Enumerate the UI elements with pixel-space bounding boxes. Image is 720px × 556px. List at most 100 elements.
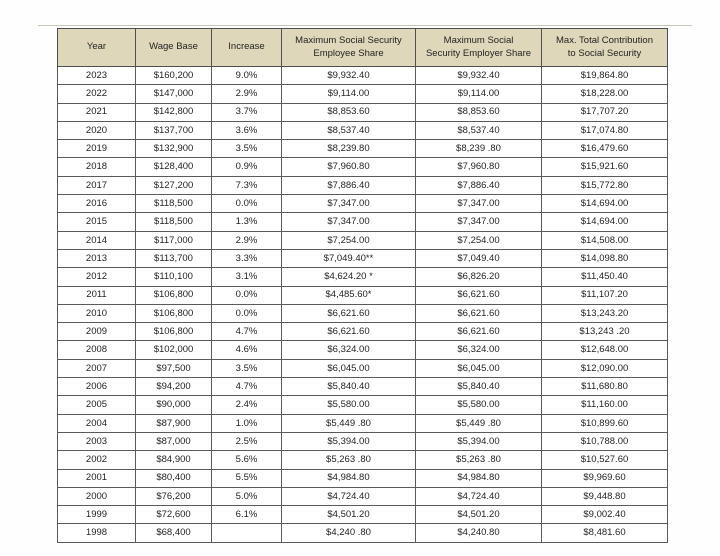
table-row: 2006 $94,200 4.7% $5,840.40 $5,840.40 $11,680… — [57, 377, 668, 397]
cell-max-employee-share: $6,621.60 — [281, 303, 416, 324]
cell-max-total-contribution: $15,921.60 — [541, 157, 668, 177]
cell-max-employer-share: $7,254.00 — [415, 230, 542, 250]
cell-year: 2001 — [57, 468, 136, 488]
cell-max-employer-share: $7,347.00 — [415, 194, 542, 214]
table-row: 2008 $102,000 4.6% $6,324.00 $6,324.00 $12,64… — [57, 340, 668, 360]
cell-increase: 1.3% — [211, 212, 282, 232]
table-row: 2017 $127,200 7.3% $7,886.40 $7,886.40 $15,77… — [57, 175, 668, 196]
cell-year: 2011 — [57, 285, 136, 305]
table-container: Year Wage Base Increase Maximum Social S… — [57, 28, 668, 543]
cell-wage-base: $118,500 — [135, 194, 212, 214]
column-header-max-total-contribution: Max. Total Contribution to Social Securi… — [541, 28, 668, 67]
cell-max-employee-share: $4,240 .80 — [281, 523, 416, 543]
table-row: 2005 $90,000 2.4% $5,580.00 $5,580.00 $11,160… — [57, 395, 668, 415]
cell-wage-base: $97,500 — [135, 358, 212, 379]
top-hairline — [38, 25, 692, 26]
cell-increase: 3.7% — [211, 102, 282, 122]
cell-max-total-contribution: $11,160.00 — [541, 395, 668, 415]
cell-increase: 0.0% — [211, 285, 282, 305]
cell-max-employee-share: $6,621.60 — [281, 322, 416, 342]
cell-max-total-contribution: $8,481.60 — [541, 523, 668, 543]
cell-year: 2019 — [57, 139, 136, 159]
cell-wage-base: $84,900 — [135, 450, 212, 470]
column-header-max-employer-share: Maximum Social Security Employer Share — [415, 28, 542, 67]
table-row: 2002 $84,900 5.6% $5,263 .80 $5,263 .80 $10,5… — [57, 450, 668, 470]
cell-max-total-contribution: $14,098.80 — [541, 248, 668, 269]
cell-year: 2002 — [57, 450, 136, 470]
cell-year: 2022 — [57, 84, 136, 104]
cell-year: 2014 — [57, 230, 136, 250]
cell-max-employer-share: $6,324.00 — [415, 340, 542, 360]
cell-year: 2013 — [57, 248, 136, 269]
cell-max-employee-share: $4,624.20 * — [281, 267, 416, 287]
cell-max-employer-share: $5,449 .80 — [415, 413, 542, 433]
cell-increase: 2.9% — [211, 84, 282, 104]
cell-max-employee-share: $8,239.80 — [281, 139, 416, 159]
cell-year: 2017 — [57, 175, 136, 196]
cell-year: 1999 — [57, 505, 136, 525]
cell-wage-base: $106,800 — [135, 322, 212, 342]
cell-max-employee-share: $7,960.80 — [281, 157, 416, 177]
cell-increase: 0.9% — [211, 157, 282, 177]
cell-max-employer-share: $4,984.80 — [415, 468, 542, 488]
cell-max-employer-share: $5,394.00 — [415, 431, 542, 452]
cell-increase: 0.0% — [211, 303, 282, 324]
cell-max-employer-share: $7,886.40 — [415, 175, 542, 196]
cell-max-total-contribution: $10,788.00 — [541, 431, 668, 452]
cell-max-total-contribution: $18,228.00 — [541, 84, 668, 104]
cell-max-employee-share: $5,840.40 — [281, 377, 416, 397]
cell-max-total-contribution: $10,527.60 — [541, 450, 668, 470]
cell-max-total-contribution: $19,864.80 — [541, 65, 668, 86]
cell-wage-base: $87,000 — [135, 431, 212, 452]
cell-max-employer-share: $8,239 .80 — [415, 139, 542, 159]
cell-max-employee-share: $5,394.00 — [281, 431, 416, 452]
cell-max-total-contribution: $14,694.00 — [541, 212, 668, 232]
cell-increase: 3.1% — [211, 267, 282, 287]
cell-max-total-contribution: $14,694.00 — [541, 194, 668, 214]
cell-max-employer-share: $4,724.40 — [415, 486, 542, 507]
cell-year: 2018 — [57, 157, 136, 177]
cell-wage-base: $110,100 — [135, 267, 212, 287]
cell-max-employer-share: $8,853.60 — [415, 102, 542, 122]
cell-year: 2021 — [57, 102, 136, 122]
cell-wage-base: $113,700 — [135, 248, 212, 269]
cell-max-total-contribution: $11,450.40 — [541, 267, 668, 287]
cell-year: 2016 — [57, 194, 136, 214]
cell-max-employer-share: $5,840.40 — [415, 377, 542, 397]
cell-year: 2000 — [57, 486, 136, 507]
table-row: 2015 $118,500 1.3% $7,347.00 $7,347.00 $14,69… — [57, 212, 668, 232]
social-security-wage-base-table: Year Wage Base Increase Maximum Social S… — [57, 28, 668, 543]
cell-increase: 9.0% — [211, 65, 282, 86]
table-body: 2023 $160,200 9.0% $9,932.40 $9,932.40 $19,86… — [57, 65, 668, 543]
cell-wage-base: $68,400 — [135, 523, 212, 543]
cell-year: 2008 — [57, 340, 136, 360]
cell-max-employee-share: $9,114.00 — [281, 84, 416, 104]
cell-max-total-contribution: $11,680.80 — [541, 377, 668, 397]
cell-year: 2007 — [57, 358, 136, 379]
cell-wage-base: $94,200 — [135, 377, 212, 397]
cell-max-total-contribution: $13,243.20 — [541, 303, 668, 324]
cell-wage-base: $76,200 — [135, 486, 212, 507]
cell-max-employer-share: $4,501.20 — [415, 505, 542, 525]
cell-year: 2010 — [57, 303, 136, 324]
cell-max-employer-share: $6,621.60 — [415, 322, 542, 342]
cell-increase: 5.6% — [211, 450, 282, 470]
cell-max-total-contribution: $15,772.80 — [541, 175, 668, 196]
cell-max-employer-share: $7,347.00 — [415, 212, 542, 232]
table-row: 2011 $106,800 0.0% $4,485.60* $6,621.60 $11,1… — [57, 285, 668, 305]
cell-increase: 0.0% — [211, 194, 282, 214]
cell-max-employee-share: $7,347.00 — [281, 194, 416, 214]
table-header: Year Wage Base Increase Maximum Social S… — [57, 28, 668, 67]
cell-increase: 3.3% — [211, 248, 282, 269]
cell-max-employer-share: $8,537.40 — [415, 120, 542, 141]
cell-wage-base: $127,200 — [135, 175, 212, 196]
cell-year: 2006 — [57, 377, 136, 397]
cell-max-total-contribution: $9,002.40 — [541, 505, 668, 525]
cell-wage-base: $147,000 — [135, 84, 212, 104]
cell-wage-base: $137,700 — [135, 120, 212, 141]
cell-max-employer-share: $9,932.40 — [415, 65, 542, 86]
cell-max-total-contribution: $13,243 .20 — [541, 322, 668, 342]
cell-wage-base: $90,000 — [135, 395, 212, 415]
cell-increase: 4.6% — [211, 340, 282, 360]
